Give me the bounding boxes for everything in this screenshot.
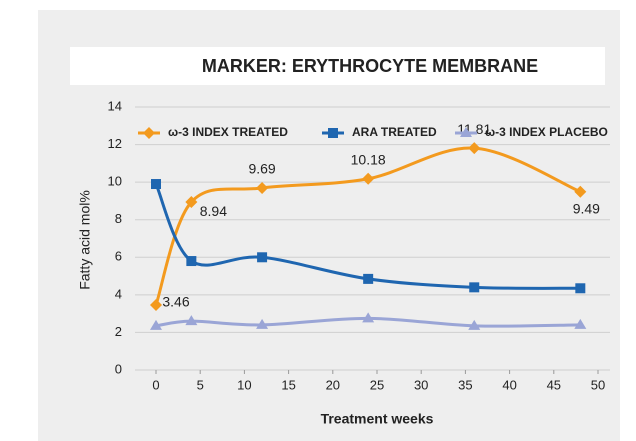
data-label: 9.49 bbox=[573, 200, 600, 216]
marker bbox=[151, 179, 161, 190]
x-axis-label: Treatment weeks bbox=[321, 411, 434, 427]
marker bbox=[468, 319, 481, 330]
data-label: 10.18 bbox=[351, 151, 386, 167]
x-tick-label: 25 bbox=[370, 377, 384, 392]
y-tick-label: 10 bbox=[108, 174, 122, 189]
marker bbox=[257, 252, 268, 263]
y-tick-label: 0 bbox=[115, 361, 122, 376]
x-tick-label: 20 bbox=[326, 377, 340, 392]
legend-label: ω-3 INDEX TREATED bbox=[168, 125, 288, 139]
chart-title: MARKER: ERYTHROCYTE MEMBRANE bbox=[202, 56, 538, 76]
series-line bbox=[154, 146, 581, 306]
y-tick-label: 4 bbox=[115, 286, 122, 301]
x-tick-label: 10 bbox=[237, 377, 251, 392]
data-label: 9.69 bbox=[248, 161, 275, 177]
marker bbox=[150, 319, 162, 330]
marker bbox=[469, 282, 480, 293]
marker bbox=[328, 128, 338, 138]
marker bbox=[185, 315, 198, 326]
x-tick-label: 45 bbox=[547, 377, 561, 392]
data-label: 8.94 bbox=[200, 203, 227, 219]
marker bbox=[363, 273, 374, 284]
marker bbox=[185, 196, 198, 209]
marker bbox=[574, 185, 587, 198]
marker bbox=[574, 318, 587, 329]
marker bbox=[362, 172, 375, 185]
marker bbox=[256, 318, 269, 329]
y-tick-label: 2 bbox=[115, 324, 122, 339]
title-box bbox=[70, 47, 605, 85]
y-axis-label: Fatty acid mol% bbox=[77, 190, 93, 290]
x-tick-label: 5 bbox=[197, 377, 204, 392]
x-tick-label: 15 bbox=[281, 377, 295, 392]
marker bbox=[150, 299, 162, 312]
y-tick-label: 12 bbox=[108, 136, 122, 151]
data-label: 3.46 bbox=[162, 294, 189, 310]
marker bbox=[362, 312, 375, 323]
legend-label: ARA TREATED bbox=[352, 125, 437, 139]
y-tick-label: 6 bbox=[115, 249, 122, 264]
marker bbox=[460, 127, 472, 137]
marker bbox=[186, 256, 197, 267]
y-tick-label: 8 bbox=[115, 211, 122, 226]
marker bbox=[143, 127, 155, 139]
x-tick-label: 40 bbox=[502, 377, 516, 392]
x-tick-label: 35 bbox=[458, 377, 472, 392]
x-tick-label: 0 bbox=[152, 377, 159, 392]
x-tick-label: 30 bbox=[414, 377, 428, 392]
legend-label: ω-3 INDEX PLACEBO bbox=[485, 125, 608, 139]
x-tick-label: 50 bbox=[591, 377, 605, 392]
y-tick-label: 14 bbox=[108, 98, 122, 113]
marker bbox=[468, 142, 481, 155]
marker bbox=[575, 283, 586, 294]
marker bbox=[256, 181, 269, 194]
